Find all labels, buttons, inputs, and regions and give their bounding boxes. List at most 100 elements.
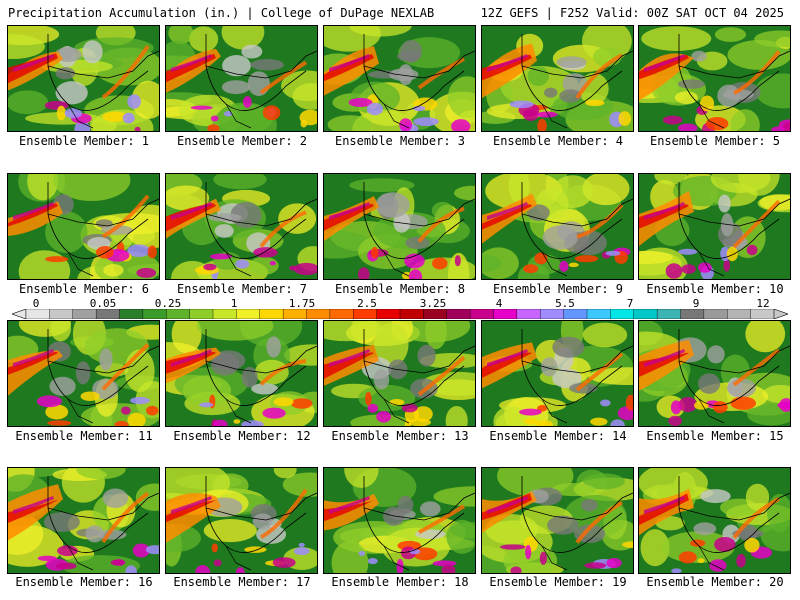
colorbar-tick-label: 12 xyxy=(756,297,770,310)
colorbar-swatch xyxy=(166,309,191,319)
model-run-info: 12Z GEFS | F252 Valid: 00Z SAT OCT 04 20… xyxy=(480,6,784,20)
colorbar-tick-label: 0.05 xyxy=(89,297,117,310)
ensemble-map-panel xyxy=(481,25,634,132)
colorbar-swatch xyxy=(25,309,50,319)
ensemble-map-panel xyxy=(323,173,476,280)
ensemble-map-panel xyxy=(638,173,791,280)
colorbar-swatch xyxy=(750,309,775,319)
ensemble-member-label: Ensemble Member: 7 xyxy=(176,282,308,296)
colorbar-tick-label: 1 xyxy=(230,297,238,310)
colorbar-swatch xyxy=(610,309,635,319)
colorbar-swatch xyxy=(142,309,167,319)
colorbar-swatch xyxy=(376,309,401,319)
colorbar-swatch xyxy=(95,309,120,319)
colorbar-swatch xyxy=(49,309,74,319)
precipitation-map xyxy=(8,468,159,573)
colorbar-swatch xyxy=(282,309,307,319)
ensemble-map-panel xyxy=(7,467,160,574)
colorbar-tick-label: 2.5 xyxy=(357,297,377,310)
precipitation-map xyxy=(639,174,790,279)
colorbar-swatch xyxy=(236,309,261,319)
colorbar-swatch xyxy=(446,309,471,319)
colorbar-swatch xyxy=(493,309,518,319)
ensemble-map-panel xyxy=(165,467,318,574)
ensemble-member-label: Ensemble Member: 17 xyxy=(173,575,311,589)
precipitation-map xyxy=(8,26,159,131)
precipitation-map xyxy=(166,26,317,131)
colorbar-swatch xyxy=(656,309,681,319)
precipitation-map xyxy=(166,468,317,573)
colorbar-tick-label: 7 xyxy=(626,297,634,310)
colorbar-swatch xyxy=(540,309,565,319)
ensemble-map-panel xyxy=(638,25,791,132)
colorbar-tick-label: 9 xyxy=(692,297,700,310)
colorbar-swatch xyxy=(329,309,354,319)
colorbar-swatch xyxy=(703,309,728,319)
colorbar-tick-label: 1.75 xyxy=(288,297,316,310)
colorbar-max-arrow xyxy=(773,309,788,319)
colorbar-swatch xyxy=(259,309,284,319)
ensemble-map-panel xyxy=(481,467,634,574)
colorbar-swatch xyxy=(469,309,494,319)
colorbar xyxy=(12,309,788,319)
ensemble-member-label: Ensemble Member: 10 xyxy=(646,282,784,296)
ensemble-member-label: Ensemble Member: 12 xyxy=(173,429,311,443)
ensemble-member-label: Ensemble Member: 19 xyxy=(489,575,627,589)
precipitation-map xyxy=(324,26,475,131)
colorbar-tick-label: 3.25 xyxy=(419,297,447,310)
ensemble-member-label: Ensemble Member: 6 xyxy=(18,282,150,296)
ensemble-member-label: Ensemble Member: 16 xyxy=(15,575,153,589)
precipitation-map xyxy=(482,321,633,426)
colorbar-swatch xyxy=(306,309,331,319)
ensemble-map-panel xyxy=(323,25,476,132)
ensemble-member-label: Ensemble Member: 5 xyxy=(649,134,781,148)
ensemble-map-panel xyxy=(7,320,160,427)
precipitation-map xyxy=(482,26,633,131)
ensemble-map-panel xyxy=(323,320,476,427)
colorbar-swatch xyxy=(119,309,144,319)
ensemble-map-panel xyxy=(165,320,318,427)
ensemble-member-label: Ensemble Member: 4 xyxy=(492,134,624,148)
colorbar-swatch xyxy=(353,309,378,319)
ensemble-map-panel xyxy=(165,173,318,280)
precipitation-map xyxy=(324,321,475,426)
precipitation-map xyxy=(639,321,790,426)
precipitation-map xyxy=(166,321,317,426)
ensemble-member-label: Ensemble Member: 14 xyxy=(489,429,627,443)
ensemble-member-label: Ensemble Member: 20 xyxy=(646,575,784,589)
ensemble-map-panel xyxy=(638,320,791,427)
precipitation-map xyxy=(324,174,475,279)
ensemble-member-label: Ensemble Member: 3 xyxy=(334,134,466,148)
colorbar-swatch xyxy=(72,309,97,319)
colorbar-swatch xyxy=(189,309,214,319)
colorbar-swatch xyxy=(399,309,424,319)
precipitation-map xyxy=(8,321,159,426)
colorbar-swatch xyxy=(212,309,237,319)
precipitation-map xyxy=(482,174,633,279)
precipitation-map xyxy=(166,174,317,279)
precipitation-map xyxy=(639,26,790,131)
ensemble-member-label: Ensemble Member: 8 xyxy=(334,282,466,296)
colorbar-swatch xyxy=(586,309,611,319)
map-title: Precipitation Accumulation (in.) | Colle… xyxy=(8,6,435,20)
precipitation-map xyxy=(324,468,475,573)
ensemble-member-label: Ensemble Member: 11 xyxy=(15,429,153,443)
colorbar-min-arrow xyxy=(12,309,27,319)
precipitation-map xyxy=(8,174,159,279)
colorbar-tick-label: 0.25 xyxy=(154,297,182,310)
ensemble-member-label: Ensemble Member: 15 xyxy=(646,429,784,443)
colorbar-tick-label: 5.5 xyxy=(555,297,575,310)
ensemble-member-label: Ensemble Member: 2 xyxy=(176,134,308,148)
ensemble-member-label: Ensemble Member: 1 xyxy=(18,134,150,148)
ensemble-member-label: Ensemble Member: 13 xyxy=(331,429,469,443)
ensemble-member-label: Ensemble Member: 9 xyxy=(492,282,624,296)
colorbar-swatch xyxy=(680,309,705,319)
colorbar-tick-label: 0 xyxy=(32,297,40,310)
ensemble-map-panel xyxy=(481,320,634,427)
colorbar-swatch xyxy=(633,309,658,319)
ensemble-member-label: Ensemble Member: 18 xyxy=(331,575,469,589)
colorbar-tick-label: 4 xyxy=(495,297,503,310)
colorbar-swatch xyxy=(563,309,588,319)
precipitation-map xyxy=(482,468,633,573)
ensemble-map-panel xyxy=(7,173,160,280)
